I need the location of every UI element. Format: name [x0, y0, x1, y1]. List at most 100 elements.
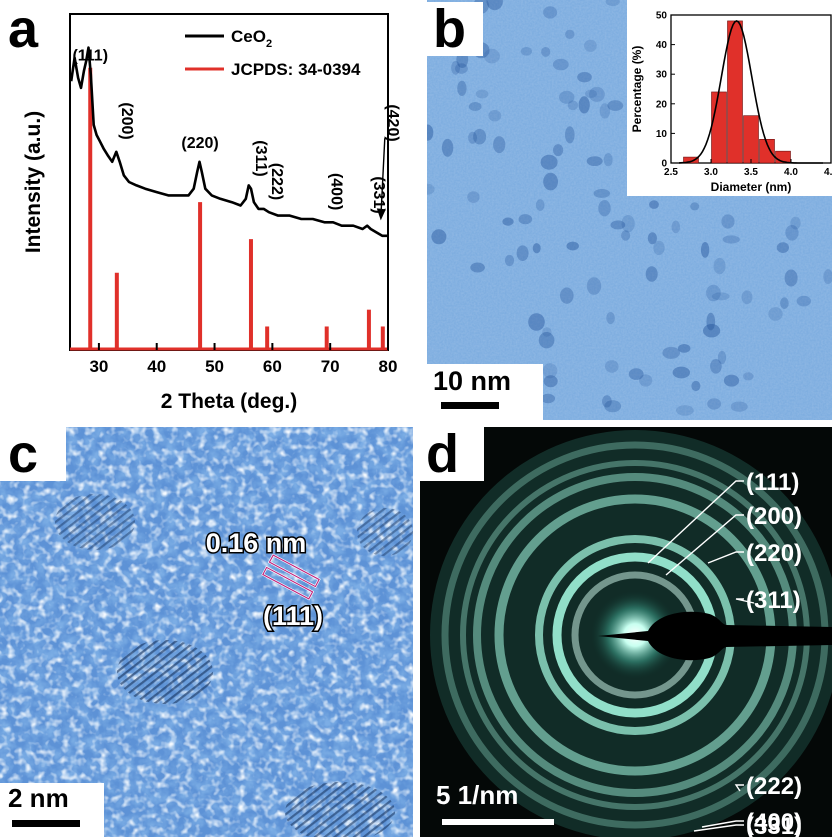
panel-letter-c: c [0, 427, 66, 481]
ring-leader-line [735, 598, 755, 604]
nanoparticle [796, 295, 811, 307]
xrd-x-tick-label: 50 [205, 357, 224, 376]
nanoparticle [577, 72, 592, 83]
nanoparticle [604, 360, 619, 373]
inset-x-axis-label: Diameter (nm) [711, 180, 792, 194]
xrd-x-axis-label: 2 Theta (deg.) [161, 390, 298, 413]
inset-y-tick-label: 50 [656, 11, 668, 22]
nanoparticle [785, 225, 799, 241]
nanoparticle [565, 29, 575, 39]
inset-x-tick-label: 4.5 [824, 167, 832, 178]
lattice-fringe-region-3 [55, 494, 135, 550]
panel-d: (111) (200) (220) (311) (222) (400) (331) d 5 … [420, 427, 832, 837]
nanoparticle [543, 172, 558, 191]
legend-label-jcpds: JCPDS: 34-0394 [231, 60, 361, 79]
nanoparticle [455, 63, 468, 74]
nanoparticle [542, 363, 558, 379]
nanoparticle [610, 220, 626, 230]
nanoparticle [467, 191, 480, 204]
nanoparticle [649, 200, 659, 209]
xrd-peak-label: (220) [181, 135, 218, 152]
tem-b-nanoparticles [427, 0, 832, 420]
nanoparticle [535, 199, 545, 211]
nanoparticle [457, 80, 467, 96]
xrd-peak-label: (111) [72, 47, 108, 64]
nanoparticle [566, 241, 579, 251]
nanoparticle [586, 156, 603, 167]
xrd-x-tick-label: 80 [379, 357, 398, 376]
nanoparticle [565, 126, 575, 144]
inset-x-tick-label: 3.5 [744, 167, 758, 178]
ring-leader-line [734, 784, 744, 792]
xrd-chart: (111) (200) (220) (311)(222) (400) (331) (420)… [22, 13, 401, 413]
panel-a: a (111) (200) (220) (311) (222) (400) (331) (42… [0, 0, 420, 420]
nanoparticle [528, 313, 545, 331]
legend-label-ceo2: CeO2 [231, 27, 272, 50]
nanoparticle [653, 240, 665, 256]
lattice-fringe-region-1 [117, 640, 213, 704]
tem-b-scale-box [427, 364, 543, 420]
nanoparticle [538, 332, 555, 349]
nanoparticle [790, 216, 801, 230]
nanoparticle [543, 375, 558, 388]
ring-label: (200) [746, 503, 802, 530]
nanoparticle [784, 269, 798, 287]
ring-label: (331) [746, 813, 802, 837]
xrd-x-tick-label: 40 [147, 357, 166, 376]
nanoparticle [475, 89, 489, 99]
inset-y-axis-label: Percentage (%) [630, 46, 644, 133]
peak-420-arrowhead [376, 208, 386, 221]
nanoparticle [540, 154, 558, 170]
nanoparticle [776, 242, 789, 254]
xrd-peak-label: (200) [118, 102, 135, 139]
nanoparticle [717, 350, 727, 365]
ring-leader-line [701, 820, 744, 828]
panel-c: 0.16 nm (111) c 2 nm [0, 427, 413, 837]
nanoparticle [703, 324, 721, 338]
lattice-spacing-marker [261, 553, 321, 601]
nanoparticle [553, 144, 564, 157]
beam-stop [598, 611, 832, 661]
nanoparticle [441, 138, 454, 157]
nanoparticle [605, 0, 620, 7]
size-distribution-inset: 2.5 3.0 3.5 4.0 4.5 0 10 20 30 40 50 Diameter (nm)… [627, 0, 832, 196]
panel-letter-d: d [420, 427, 484, 481]
nanoparticle [606, 312, 615, 324]
nanoparticle [780, 297, 789, 310]
nanoparticle [502, 217, 514, 226]
nanoparticle [645, 266, 658, 282]
nanoparticle [560, 287, 574, 304]
inset-y-tick-label: 0 [661, 159, 667, 170]
nanoparticle [603, 153, 613, 167]
ring-label: (222) [746, 773, 802, 800]
ring-label: (111) [746, 469, 799, 496]
nanoparticle [559, 90, 575, 104]
histogram-bar [711, 91, 727, 164]
hrtem-image-c: 0.16 nm (111) [0, 427, 413, 837]
lattice-plane-label: (111) [263, 601, 323, 631]
xrd-peak-label: (400) [328, 173, 345, 210]
nanoparticle [690, 202, 700, 211]
nanoparticle [427, 124, 434, 141]
nanoparticle [504, 254, 515, 267]
nanoparticle [662, 346, 680, 359]
nanoparticle [700, 242, 710, 258]
nanoparticle [516, 245, 529, 261]
inset-y-tick-label: 20 [656, 99, 668, 110]
saed-pattern-d: (111) (200) (220) (311) (222) (400)(331) [420, 427, 832, 837]
nanoparticle [713, 257, 726, 275]
nanoparticle [468, 131, 478, 144]
nanoparticle [488, 110, 502, 122]
nanoparticle [542, 327, 552, 337]
nanoparticle [602, 395, 612, 408]
xrd-ceo2-curve [69, 46, 388, 238]
nanoparticle [518, 214, 533, 225]
nanoparticle [628, 368, 644, 380]
nanoparticle [598, 200, 611, 217]
nanoparticle [468, 102, 482, 111]
ring-leader-line [647, 480, 744, 564]
ring-leader-line [665, 514, 744, 576]
nanoparticle [585, 89, 597, 99]
ring-label: (311) [746, 587, 801, 614]
histogram-bar [727, 20, 743, 164]
